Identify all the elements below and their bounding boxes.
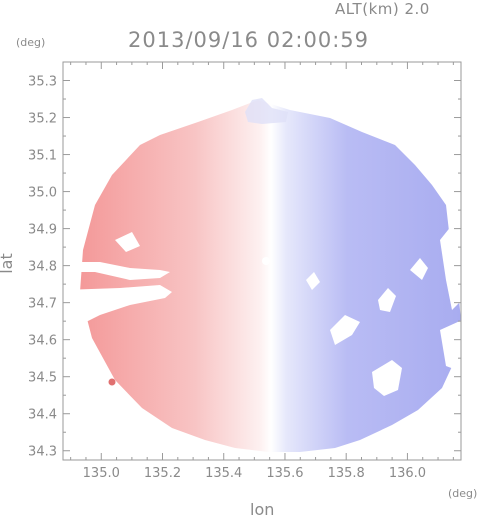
echo-region bbox=[80, 100, 461, 452]
echo-gap-right-1 bbox=[330, 315, 360, 345]
echo-gap-left-1 bbox=[63, 262, 170, 280]
y-tick-label: 34.8 bbox=[28, 260, 57, 275]
echo-gap-left-2 bbox=[63, 285, 172, 330]
x-tick-label: 135.6 bbox=[266, 466, 303, 481]
x-tick-label: 135.2 bbox=[144, 466, 181, 481]
x-axis-unit: (deg) bbox=[448, 487, 478, 500]
radar-center-marker bbox=[262, 257, 270, 265]
echo-gap-right-6 bbox=[306, 272, 320, 290]
x-axis-label: lon bbox=[250, 500, 275, 519]
y-axis: 34.3 34.4 34.5 34.6 34.7 34.8 34.9 35.0 35.1 35.2… bbox=[28, 61, 461, 460]
altitude-label: ALT(km) 2.0 bbox=[335, 0, 430, 18]
x-tick-label: 135.8 bbox=[328, 466, 365, 481]
x-tick-label: 135.4 bbox=[205, 466, 242, 481]
y-tick-label: 35.3 bbox=[28, 75, 57, 90]
y-tick-label: 35.0 bbox=[28, 186, 57, 201]
y-tick-label: 34.3 bbox=[28, 445, 57, 460]
y-tick-label: 34.7 bbox=[28, 297, 57, 312]
plot-frame bbox=[62, 61, 462, 461]
echo-spot bbox=[108, 378, 116, 386]
echo-gap-right-2 bbox=[378, 288, 396, 312]
echo-gap-right-4 bbox=[410, 258, 428, 280]
y-tick-label: 35.2 bbox=[28, 112, 57, 127]
echo-gap-top-left bbox=[115, 232, 140, 252]
chart-title: 2013/09/16 02:00:59 bbox=[128, 28, 370, 52]
y-tick-label: 34.4 bbox=[28, 408, 57, 423]
x-tick-label: 136.0 bbox=[389, 466, 426, 481]
y-tick-label: 34.5 bbox=[28, 371, 57, 386]
y-tick-label: 34.9 bbox=[28, 223, 57, 238]
echo-gap-right-5 bbox=[440, 225, 461, 310]
y-axis-unit: (deg) bbox=[16, 36, 46, 49]
radar-field bbox=[63, 98, 461, 452]
echo-gap-right-7 bbox=[440, 320, 461, 372]
y-tick-label: 35.1 bbox=[28, 149, 57, 164]
echo-gap-right-3 bbox=[372, 360, 402, 396]
x-tick-label: 135.0 bbox=[83, 466, 120, 481]
y-tick-label: 34.6 bbox=[28, 334, 57, 349]
x-axis: 135.0 135.2 135.4 135.6 135.8 136.0 bbox=[70, 62, 454, 481]
echo-top-fringe bbox=[245, 98, 288, 124]
